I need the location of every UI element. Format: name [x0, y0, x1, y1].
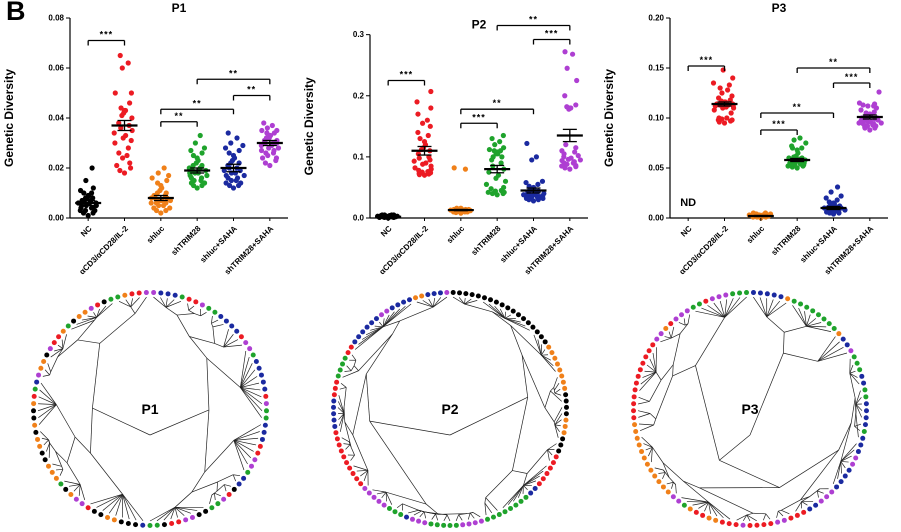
phylogenetic-tree-p1: P1 [0, 286, 301, 532]
svg-text:shluc: shluc [445, 224, 467, 246]
svg-text:Genetic Diversity: Genetic Diversity [2, 69, 16, 167]
panel-label: B [6, 0, 26, 26]
svg-text:Genetic Diversity: Genetic Diversity [302, 77, 316, 175]
svg-text:***: *** [700, 55, 714, 65]
svg-text:**: ** [193, 98, 202, 108]
svg-text:***: *** [545, 29, 559, 39]
svg-text:P2: P2 [472, 18, 487, 32]
svg-text:***: *** [400, 69, 414, 79]
svg-text:**: ** [493, 98, 502, 108]
svg-text:P1: P1 [172, 1, 187, 15]
svg-text:**: ** [174, 111, 183, 121]
svg-text:0.05: 0.05 [648, 164, 664, 173]
svg-text:0.04: 0.04 [48, 114, 64, 123]
svg-text:0.02: 0.02 [48, 164, 64, 173]
svg-text:***: *** [472, 112, 486, 122]
svg-text:0.2: 0.2 [353, 91, 365, 100]
scatter-svg-p1: 0.00 0.02 0.04 0.06 0.08 P1 Genetic Diversity N… [2, 1, 288, 276]
phylogenetic-tree-p3: P3 [600, 286, 901, 532]
svg-text:P2: P2 [441, 401, 458, 417]
svg-text:0.20: 0.20 [648, 14, 664, 23]
svg-text:**: ** [529, 14, 538, 24]
svg-text:shTRIM28: shTRIM28 [169, 224, 202, 257]
scatter-svg-p3: 0.00 0.05 0.10 0.15 0.20 P3 Genetic Diversity N… [602, 1, 888, 276]
svg-text:P1: P1 [141, 401, 158, 417]
svg-text:***: *** [772, 119, 786, 129]
genetic-diversity-plot-p3: 0.00 0.05 0.10 0.15 0.20 P3 Genetic Diversity N… [600, 0, 901, 286]
svg-text:***: *** [845, 72, 859, 82]
svg-text:Genetic Diversity: Genetic Diversity [602, 69, 616, 167]
svg-text:0.00: 0.00 [48, 214, 64, 223]
svg-text:shTRIM28: shTRIM28 [769, 224, 802, 257]
svg-text:NC: NC [679, 224, 694, 239]
svg-text:***: *** [100, 30, 114, 40]
svg-text:shluc+SAHA: shluc+SAHA [798, 224, 839, 265]
svg-text:0.00: 0.00 [648, 214, 664, 223]
svg-text:**: ** [247, 85, 256, 95]
svg-text:ND: ND [680, 197, 696, 209]
svg-text:0.15: 0.15 [648, 64, 664, 73]
svg-text:shTRIM28: shTRIM28 [469, 224, 502, 257]
svg-text:shluc: shluc [745, 224, 767, 246]
svg-text:NC: NC [79, 224, 94, 239]
svg-text:0.3: 0.3 [353, 30, 365, 39]
svg-text:**: ** [229, 68, 238, 78]
svg-text:0.06: 0.06 [48, 64, 64, 73]
tree-svg-p2: P2 [331, 290, 569, 528]
svg-text:0.08: 0.08 [48, 14, 64, 23]
genetic-diversity-plot-p2: 0.0 0.1 0.2 0.3 P2 Genetic Diversity NC αCD3/αC… [300, 0, 601, 286]
svg-text:0.0: 0.0 [353, 214, 365, 223]
genetic-diversity-plot-p1: 0.00 0.02 0.04 0.06 0.08 P1 Genetic Diversity N… [0, 0, 301, 286]
svg-text:P3: P3 [772, 1, 787, 15]
svg-text:shluc+SAHA: shluc+SAHA [198, 224, 239, 265]
svg-text:**: ** [793, 102, 802, 112]
svg-text:**: ** [829, 57, 838, 67]
svg-text:0.1: 0.1 [353, 152, 365, 161]
tree-svg-p1: P1 [31, 290, 269, 528]
svg-text:shluc+SAHA: shluc+SAHA [498, 224, 539, 265]
tree-svg-p3: P3 [631, 290, 869, 528]
svg-text:shluc: shluc [145, 224, 167, 246]
phylogenetic-tree-p2: P2 [300, 286, 601, 532]
svg-text:0.10: 0.10 [648, 114, 664, 123]
svg-text:NC: NC [379, 224, 394, 239]
svg-text:P3: P3 [741, 401, 758, 417]
